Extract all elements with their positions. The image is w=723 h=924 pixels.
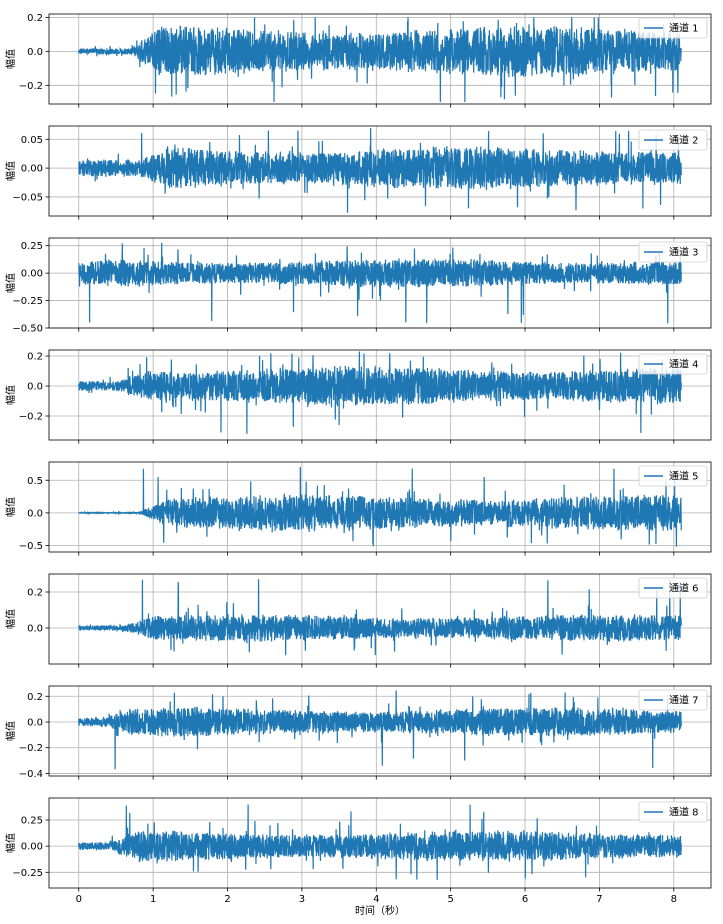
y-axis-label: 幅值 <box>4 49 17 69</box>
subplot-1: −0.2 0.0 0.2 幅值 通道 1 <box>4 13 712 108</box>
series-line-channel-1 <box>78 17 682 103</box>
y-tick-label: −0.4 <box>19 769 43 780</box>
y-tick-label: 0.0 <box>27 508 43 519</box>
x-tick-label: 4 <box>373 894 379 905</box>
subplot-6: 0.0 0.2 幅值 通道 6 <box>4 573 712 668</box>
x-tick-label: 7 <box>596 894 602 905</box>
y-tick-label: 0.00 <box>21 269 43 280</box>
y-tick-label: −0.25 <box>12 868 43 879</box>
series-line-channel-7 <box>78 690 682 770</box>
axes-frame <box>48 13 712 105</box>
y-tick-label: 0.00 <box>21 842 43 853</box>
legend-label: 通道 8 <box>669 806 699 819</box>
legend: 通道 1 <box>638 17 708 39</box>
y-tick-label: 0.2 <box>27 692 43 703</box>
series-line-channel-4 <box>78 351 682 434</box>
x-axis-label: 时间（秒） <box>355 904 405 917</box>
y-axis-label: 幅值 <box>4 385 17 405</box>
x-tick-label: 5 <box>447 894 453 905</box>
x-tick-label: 0 <box>76 894 82 905</box>
legend: 通道 2 <box>638 129 708 151</box>
axes-frame <box>48 237 712 329</box>
legend-box <box>638 801 708 823</box>
y-tick-label: 0.5 <box>27 476 43 487</box>
series-line-channel-3 <box>78 242 682 324</box>
subplot-4: −0.2 0.0 0.2 幅值 通道 4 <box>4 349 712 444</box>
legend-label: 通道 3 <box>669 246 699 259</box>
series-line-channel-2 <box>78 128 682 213</box>
y-tick-label: 0.2 <box>27 13 43 24</box>
y-tick-label: 0.0 <box>27 382 43 393</box>
x-tick-label: 3 <box>299 894 305 905</box>
legend-box <box>638 129 708 151</box>
axes-frame <box>48 349 712 441</box>
y-tick-label: −0.2 <box>19 81 43 92</box>
x-tick-label: 2 <box>224 894 230 905</box>
y-tick-label: 0.0 <box>27 718 43 729</box>
subplot-7: −0.4 −0.2 0.0 0.2 幅值 通道 7 <box>4 685 712 780</box>
series-line-channel-8 <box>78 804 682 881</box>
axes-frame <box>48 125 712 217</box>
y-tick-label: −0.5 <box>19 541 43 552</box>
x-tick-label: 1 <box>150 894 156 905</box>
subplot-5: −0.5 0.0 0.5 幅值 通道 5 <box>4 461 712 556</box>
axes-frame <box>48 573 712 665</box>
y-axis-label: 幅值 <box>4 833 17 853</box>
y-tick-label: −0.2 <box>19 743 43 754</box>
y-tick-label: 0.05 <box>21 135 43 146</box>
legend-label: 通道 7 <box>669 694 699 707</box>
legend-label: 通道 6 <box>669 582 699 595</box>
y-tick-label: 0.25 <box>21 815 43 826</box>
y-axis-label: 幅值 <box>4 273 17 293</box>
axes-frame <box>48 461 712 553</box>
y-tick-label: 0.2 <box>27 352 43 363</box>
y-tick-label: −0.25 <box>12 296 43 307</box>
y-tick-label: 0.00 <box>21 164 43 175</box>
legend: 通道 3 <box>638 241 708 263</box>
y-tick-label: 0.0 <box>27 624 43 635</box>
y-tick-label: −0.50 <box>12 324 43 335</box>
x-tick-label: 6 <box>522 894 528 905</box>
y-tick-label: −0.2 <box>19 412 43 423</box>
axes-frame <box>48 797 712 889</box>
y-axis-label: 幅值 <box>4 497 17 517</box>
y-tick-label: −0.05 <box>12 192 43 203</box>
y-tick-label: 0.25 <box>21 241 43 252</box>
legend-box <box>638 465 708 487</box>
subplot-8: −0.25 0.00 0.25 幅值 通道 8 0 1 2 3 4 5 6 7 8 时间（秒） <box>4 797 712 917</box>
subplot-2: −0.05 0.00 0.05 幅值 通道 2 <box>4 125 712 220</box>
series-line-channel-6 <box>78 579 682 656</box>
series-line-channel-5 <box>78 466 682 547</box>
legend: 通道 5 <box>638 465 708 487</box>
y-tick-label: 0.2 <box>27 588 43 599</box>
legend-box <box>638 353 708 375</box>
x-tick-label: 8 <box>671 894 677 905</box>
legend: 通道 8 <box>638 801 708 823</box>
subplot-3: −0.50 −0.25 0.00 0.25 幅值 通道 3 <box>4 237 712 335</box>
legend-box <box>638 17 708 39</box>
legend-label: 通道 4 <box>669 358 699 371</box>
legend-label: 通道 5 <box>669 470 699 483</box>
legend-box <box>638 689 708 711</box>
legend: 通道 4 <box>638 353 708 375</box>
legend: 通道 7 <box>638 689 708 711</box>
y-tick-label: 0.0 <box>27 47 43 58</box>
y-axis-label: 幅值 <box>4 721 17 741</box>
legend: 通道 6 <box>638 577 708 599</box>
legend-label: 通道 1 <box>669 22 699 35</box>
legend-label: 通道 2 <box>669 134 699 147</box>
legend-box <box>638 241 708 263</box>
y-axis-label: 幅值 <box>4 161 17 181</box>
axes-frame <box>48 685 712 777</box>
legend-box <box>638 577 708 599</box>
y-axis-label: 幅值 <box>4 609 17 629</box>
